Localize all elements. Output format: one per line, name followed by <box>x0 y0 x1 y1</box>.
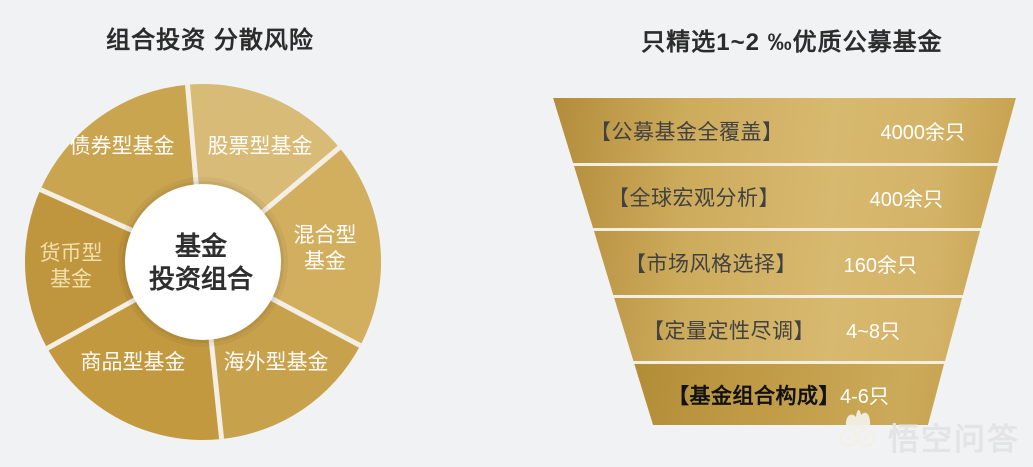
donut-center-label: 基金 投资组合 <box>149 230 253 296</box>
wukong-monkey-icon <box>839 409 876 448</box>
donut-center-line1: 基金 <box>174 231 228 261</box>
funnel-level-2-label: 【全球宏观分析】 <box>608 187 780 210</box>
donut-hole <box>125 184 281 340</box>
right-panel-title: 只精选1~2 ‰优质公募基金 <box>641 29 943 56</box>
funnel-level-3: 【市场风格选择】 160余只 <box>594 231 980 295</box>
donut-label-commodity: 商品型基金 <box>81 350 186 376</box>
donut-label-stock-text: 股票型基金 <box>207 135 313 158</box>
donut-label-bond-text: 债券型基金 <box>69 135 175 158</box>
funnel-level-5: 【基金组合构成】 4-6只 <box>634 364 944 425</box>
funnel-level-2-count: 400余只 <box>869 188 943 211</box>
donut-label-money-line2: 基金 <box>50 268 92 291</box>
donut-label-mixed-line2: 基金 <box>304 250 346 273</box>
funnel-level-1: 【公募基金全覆盖】 4000余只 <box>553 98 1016 163</box>
donut-segment-money <box>24 189 203 349</box>
donut-label-stock: 股票型基金 <box>208 134 313 160</box>
funnel-level-2: 【全球宏观分析】 400余只 <box>574 166 998 228</box>
donut-segment-mixed <box>203 147 382 346</box>
donut-label-overseas: 海外型基金 <box>224 350 329 376</box>
funnel-level-3-label: 【市场风格选择】 <box>625 253 797 276</box>
donut-center-line2: 投资组合 <box>148 264 254 294</box>
funnel-level-4-label: 【定量定性尽调】 <box>643 319 815 343</box>
donut-label-bond: 债券型基金 <box>70 134 175 160</box>
funnel-level-1-label: 【公募基金全覆盖】 <box>590 120 784 144</box>
donut-label-overseas-text: 海外型基金 <box>223 351 329 374</box>
donut-label-mixed-line1: 混合型 <box>293 224 357 247</box>
donut-label-money: 货币型 基金 <box>40 241 103 293</box>
donut-label-commodity-text: 商品型基金 <box>80 351 186 374</box>
funnel-level-5-count: 4-6只 <box>840 386 889 408</box>
funnel-level-1-count: 4000余只 <box>880 122 966 144</box>
funnel-level-4-count: 4~8只 <box>846 321 900 343</box>
funnel-level-3-count: 160余只 <box>843 254 917 277</box>
fund-selection-funnel: 【公募基金全覆盖】 4000余只 【全球宏观分析】 400余只 【市场风格选择】… <box>553 98 1016 425</box>
funnel-level-5-label: 【基金组合构成】 <box>668 384 840 408</box>
funnel-level-4: 【定量定性尽调】 4~8只 <box>614 298 962 361</box>
donut-label-mixed: 混合型 基金 <box>294 223 357 275</box>
watermark-text: 悟空问答 <box>888 422 1020 457</box>
fund-portfolio-donut <box>24 84 382 440</box>
left-panel-title: 组合投资 分散风险 <box>106 27 314 54</box>
donut-label-money-line1: 货币型 <box>39 242 103 265</box>
